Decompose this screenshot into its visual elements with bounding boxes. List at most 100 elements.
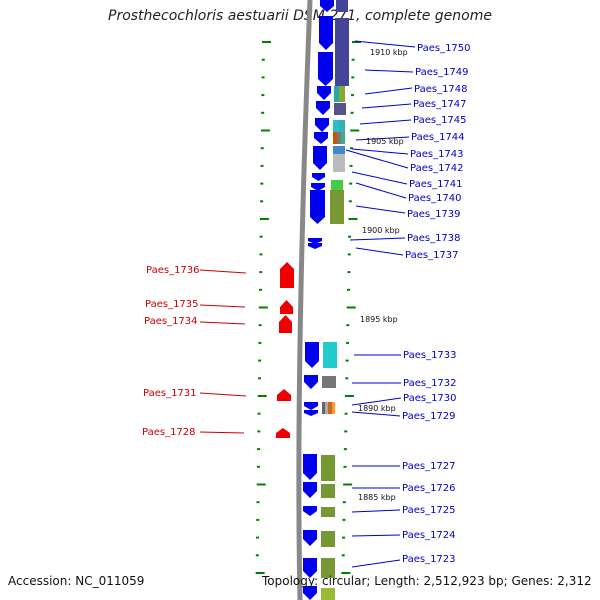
forward-gene-arrow bbox=[304, 402, 318, 410]
cog-block bbox=[339, 120, 345, 132]
gene-label-paes-1739[interactable]: Paes_1739 bbox=[407, 209, 461, 220]
gene-label-paes-1736[interactable]: Paes_1736 bbox=[146, 265, 200, 276]
leader-line bbox=[351, 148, 409, 155]
cog-block bbox=[331, 180, 343, 190]
forward-gene-arrow bbox=[308, 243, 322, 249]
leader-line bbox=[364, 69, 414, 73]
cog-block bbox=[323, 342, 337, 368]
gene-label-paes-1730[interactable]: Paes_1730 bbox=[403, 393, 457, 404]
gene-label-paes-1748[interactable]: Paes_1748 bbox=[414, 84, 468, 95]
gene-label-paes-1729[interactable]: Paes_1729 bbox=[402, 411, 456, 422]
reverse-gene-arrow bbox=[276, 428, 290, 438]
gene-label-paes-1727[interactable]: Paes_1727 bbox=[402, 461, 456, 472]
leader-line bbox=[355, 205, 406, 214]
gene-label-paes-1734[interactable]: Paes_1734 bbox=[144, 316, 198, 327]
gene-label-paes-1738[interactable]: Paes_1738 bbox=[407, 233, 461, 244]
leader-line bbox=[355, 247, 404, 256]
cog-block bbox=[335, 18, 349, 52]
cog-block bbox=[330, 190, 344, 224]
gene-label-paes-1743[interactable]: Paes_1743 bbox=[410, 149, 464, 160]
cog-block bbox=[328, 402, 332, 414]
forward-gene-arrow bbox=[314, 132, 328, 144]
leader-line bbox=[199, 431, 245, 434]
gene-label-paes-1723[interactable]: Paes_1723 bbox=[402, 554, 456, 565]
leader-lines bbox=[199, 40, 416, 568]
cog-block bbox=[333, 146, 345, 154]
gene-label-paes-1733[interactable]: Paes_1733 bbox=[403, 350, 457, 361]
leader-line bbox=[355, 136, 410, 141]
cog-block bbox=[322, 376, 336, 388]
forward-gene-arrow bbox=[304, 375, 318, 389]
gene-label-paes-1731[interactable]: Paes_1731 bbox=[143, 388, 197, 399]
forward-gene-arrow bbox=[315, 118, 329, 132]
kbp-label-1910: 1910 kbp bbox=[370, 48, 408, 57]
forward-gene-arrow bbox=[318, 52, 333, 86]
topology-label: Topology: circular; Length: 2,512,923 bp… bbox=[262, 574, 592, 588]
gene-label-paes-1732[interactable]: Paes_1732 bbox=[403, 378, 457, 389]
reverse-gene-arrow bbox=[280, 300, 293, 314]
cog-block bbox=[321, 558, 335, 578]
reverse-gene-arrow bbox=[277, 389, 291, 401]
cog-block bbox=[321, 455, 335, 481]
leader-line bbox=[345, 149, 409, 169]
cog-block bbox=[321, 507, 335, 517]
kbp-label-1905: 1905 kbp bbox=[366, 137, 404, 146]
backbone bbox=[296, 0, 313, 600]
cog-block bbox=[321, 484, 335, 498]
gene-label-paes-1726[interactable]: Paes_1726 bbox=[402, 483, 456, 494]
leader-line bbox=[355, 182, 407, 199]
cog-block bbox=[333, 132, 337, 144]
forward-gene-arrow bbox=[303, 530, 317, 546]
cog-block bbox=[325, 402, 328, 414]
leader-line bbox=[354, 40, 416, 48]
leader-line bbox=[364, 87, 413, 95]
gene-label-paes-1724[interactable]: Paes_1724 bbox=[402, 530, 456, 541]
cog-color-blocks bbox=[321, 0, 349, 600]
kbp-label-1895: 1895 kbp bbox=[360, 315, 398, 324]
gene-label-paes-1740[interactable]: Paes_1740 bbox=[408, 193, 462, 204]
gene-label-paes-1737[interactable]: Paes_1737 bbox=[405, 250, 459, 261]
leader-line bbox=[351, 534, 401, 537]
leader-line bbox=[351, 509, 401, 513]
leader-line bbox=[361, 103, 412, 109]
leader-line bbox=[349, 237, 406, 241]
cog-block bbox=[336, 0, 348, 12]
leader-line bbox=[199, 269, 247, 274]
gene-label-paes-1741[interactable]: Paes_1741 bbox=[409, 179, 463, 190]
gene-label-paes-1742[interactable]: Paes_1742 bbox=[410, 163, 464, 174]
gene-label-paes-1750[interactable]: Paes_1750 bbox=[417, 43, 471, 54]
gene-label-paes-1747[interactable]: Paes_1747 bbox=[413, 99, 467, 110]
leader-line bbox=[199, 392, 247, 397]
cog-block bbox=[321, 588, 335, 600]
cog-block bbox=[334, 86, 339, 102]
gene-label-paes-1749[interactable]: Paes_1749 bbox=[415, 67, 469, 78]
kbp-label-1885: 1885 kbp bbox=[358, 493, 396, 502]
cog-block bbox=[333, 120, 339, 132]
gene-label-paes-1725[interactable]: Paes_1725 bbox=[402, 505, 456, 516]
forward-gene-arrow bbox=[319, 16, 333, 50]
kbp-label-1900: 1900 kbp bbox=[362, 226, 400, 235]
reverse-genes bbox=[276, 262, 294, 438]
cog-block bbox=[335, 52, 349, 86]
reverse-gene-arrow bbox=[279, 315, 292, 333]
gene-label-paes-1745[interactable]: Paes_1745 bbox=[413, 115, 467, 126]
cog-block bbox=[332, 402, 335, 414]
forward-gene-arrow bbox=[303, 482, 317, 498]
cog-block bbox=[337, 132, 341, 144]
forward-gene-arrow bbox=[303, 454, 317, 480]
forward-gene-arrow bbox=[303, 558, 317, 578]
leader-line bbox=[351, 559, 401, 568]
gene-label-paes-1744[interactable]: Paes_1744 bbox=[411, 132, 465, 143]
gene-label-paes-1728[interactable]: Paes_1728 bbox=[142, 427, 196, 438]
accession-label: Accession: NC_011059 bbox=[8, 574, 145, 588]
leader-line bbox=[351, 397, 402, 406]
forward-gene-arrow bbox=[305, 342, 319, 368]
forward-gene-arrow bbox=[317, 86, 331, 100]
kbp-label-1890: 1890 kbp bbox=[358, 404, 396, 413]
forward-gene-arrow bbox=[311, 183, 325, 191]
gene-label-paes-1735[interactable]: Paes_1735 bbox=[145, 299, 199, 310]
cog-block bbox=[322, 402, 325, 414]
forward-gene-arrow bbox=[312, 173, 325, 181]
cog-block bbox=[321, 531, 335, 547]
